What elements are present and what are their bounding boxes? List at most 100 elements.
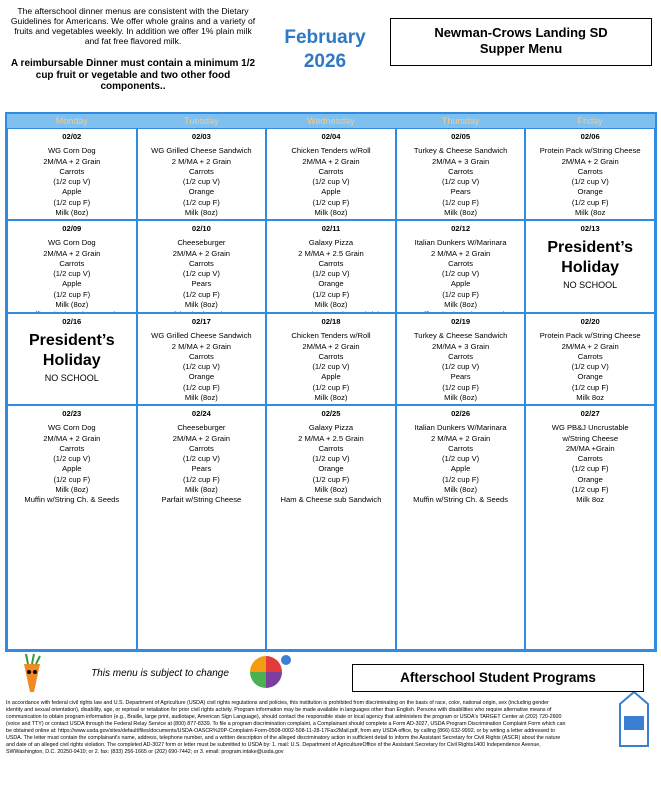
date: 02/23 [62, 409, 82, 418]
day-cell: 02/25 Galaxy Pizza 2 M/MA + 2.5 Grain Carro… [266, 405, 396, 650]
date: 02/20 [580, 317, 600, 326]
menu-line: (1/2 cup V) [312, 177, 350, 187]
menu-line: Ham & Cheese sub Sandwich [267, 310, 395, 312]
menu-line: Carrots [577, 454, 603, 464]
menu-line: (1/2 cup F) [183, 382, 220, 392]
menu-line: Orange [577, 474, 603, 484]
menu-line: 2 M/MA + 2 Grain [430, 248, 491, 258]
menu-title: Supper Menu [479, 41, 563, 56]
menu-line: (1/2 cup V) [571, 177, 609, 187]
menu-line: (1/2 cup F) [183, 474, 220, 484]
reimbursable-note: A reimbursable Dinner must contain a min… [10, 58, 256, 92]
menu-line: Muffin w/String Ch. & Seeds [397, 310, 525, 312]
menu-line: 2 M/MA + 2 Grain [171, 341, 232, 351]
date: 02/16 [62, 317, 82, 326]
menu-line: Carrots [188, 166, 214, 176]
menu-line: (1/2 cup F) [312, 197, 350, 207]
menu-line: Orange [188, 187, 215, 197]
change-note: This menu is subject to change [91, 668, 229, 679]
menu-line: Carrots [188, 351, 214, 361]
day-cell: 02/19 Turkey & Cheese Sandwich 2M/MA + 3 G… [395, 313, 526, 405]
menu-line: WG Grilled Cheese Sandwich [151, 146, 252, 156]
menu-line: (1/2 cup V) [442, 269, 480, 279]
menu-line: Carrots [577, 351, 603, 361]
menu-line: Protein Pack w/String Cheese [539, 331, 641, 341]
menu-line: Carrots [59, 258, 85, 268]
menu-line: Orange [318, 464, 344, 474]
date: 02/12 [451, 224, 471, 233]
menu-line: 2 M/MA + 2 Grain [171, 156, 232, 166]
menu-line: Carrots [448, 258, 474, 268]
menu-line: (1/2 cup F) [442, 382, 479, 392]
menu-line: Chicken Tenders w/Roll [291, 146, 371, 156]
menu-line: Carrots [318, 443, 344, 453]
menu-line: (1/2 cup F) [53, 197, 91, 207]
day-cell: 02/13 President’s Holiday NO SCHOOL [525, 220, 655, 313]
menu-line: Cheeseburger [177, 238, 226, 248]
menu-line: Ham & Cheese sub Sandwich [280, 495, 382, 505]
day-cell: 02/04 Chicken Tenders w/Roll 2M/MA + 2 Gra… [266, 128, 396, 220]
day-cell: 02/26 Italian Dunkers W/Marinara 2 M/MA + … [395, 405, 526, 650]
menu-line: 2M/MA + 2 Grain [43, 248, 101, 258]
menu-line: 2M/MA + 2 Grain [302, 341, 360, 351]
menu-line: Milk (8oz) [444, 300, 478, 310]
district: Newman-Crows Landing SD [434, 25, 608, 40]
date: 02/06 [580, 132, 600, 141]
menu-line: (1/2 cup V) [571, 362, 609, 372]
menu-line: (1/2 cup V) [442, 177, 480, 187]
menu-line: Milk (8oz) [184, 208, 218, 218]
menu-line: Carrots [59, 166, 85, 176]
day-header: Friday [525, 114, 655, 128]
day-cell: 02/24 Cheeseburger 2M/MA + 2 Grain Carrots(… [136, 405, 267, 650]
menu-line: (1/2 cup F) [442, 289, 479, 299]
day-cell: 02/20 Protein Pack w/String Cheese 2M/MA +… [525, 313, 655, 405]
menu-line: Milk (8oz) [55, 300, 89, 310]
date: 02/25 [321, 409, 341, 418]
date: 02/10 [191, 224, 211, 233]
menu-line: 2 M/MA + 2.5 Grain [298, 248, 364, 258]
date: 02/26 [451, 409, 471, 418]
menu-line: Apple [321, 187, 341, 197]
day-header: Wednesday [266, 114, 396, 128]
menu-line: (1/2 cup F) [442, 197, 479, 207]
menu-line: Milk (8oz) [314, 485, 348, 495]
myplate-logo [250, 655, 291, 688]
menu-line: 2M/MA + 2 Grain [43, 433, 101, 443]
carrot-logo [24, 653, 41, 692]
month-name: February [284, 27, 366, 48]
menu-line: Carrots [188, 443, 214, 453]
menu-line: 2M/MA + 2 Grain [561, 341, 619, 351]
menu-line: Turkey & Cheese Sandwich [413, 146, 508, 156]
menu-line: WG Corn Dog [47, 146, 96, 156]
menu-line: (1/2 cup F) [312, 382, 350, 392]
menu-line: WG Grilled Cheese Sandwich [151, 331, 252, 341]
menu-line: 2M/MA + 2 Grain [302, 156, 360, 166]
menu-line: Apple [62, 464, 82, 474]
menu-line: Benefit Bar w/String Cheese [138, 403, 266, 404]
menu-line: Carrots [59, 443, 85, 453]
menu-line: w/String Cheese [562, 433, 619, 443]
menu-line: Italian Dunkers W/Marinara [414, 423, 507, 433]
menu-line: Milk (8oz) [184, 485, 218, 495]
menu-line: (1/2 cup V) [182, 269, 220, 279]
program-box: Afterschool Student Programs [352, 664, 644, 692]
holiday-title: President’s Holiday [547, 239, 634, 277]
menu-line: (1/2 cup V) [312, 454, 350, 464]
menu-line: (1/2 cup F) [571, 485, 609, 495]
intro: The afterschool dinner menus are consist… [10, 6, 256, 46]
menu-line: (1/2 cup F) [312, 474, 350, 484]
date: 02/02 [62, 132, 82, 141]
day-cell: 02/10 Cheeseburger 2M/MA + 2 Grain Carrots(… [136, 220, 267, 313]
menu-line: WG Corn Dog [47, 423, 96, 433]
menu-line: Cheeseburger [177, 423, 226, 433]
menu-line: Apple [450, 464, 471, 474]
menu-line: Carrots [188, 258, 214, 268]
day-cell: 02/03 WG Grilled Cheese Sandwich 2 M/MA + … [136, 128, 267, 220]
menu-line: 2 M/MA + 2.5 Grain [298, 433, 364, 443]
menu-line: (1/2 cup V) [312, 269, 350, 279]
menu-line: Pears [191, 279, 212, 289]
date: 02/17 [191, 317, 211, 326]
holiday-note: NO SCHOOL [44, 373, 99, 384]
menu-line: Apple [450, 279, 471, 289]
day-header: Monday [7, 114, 137, 128]
